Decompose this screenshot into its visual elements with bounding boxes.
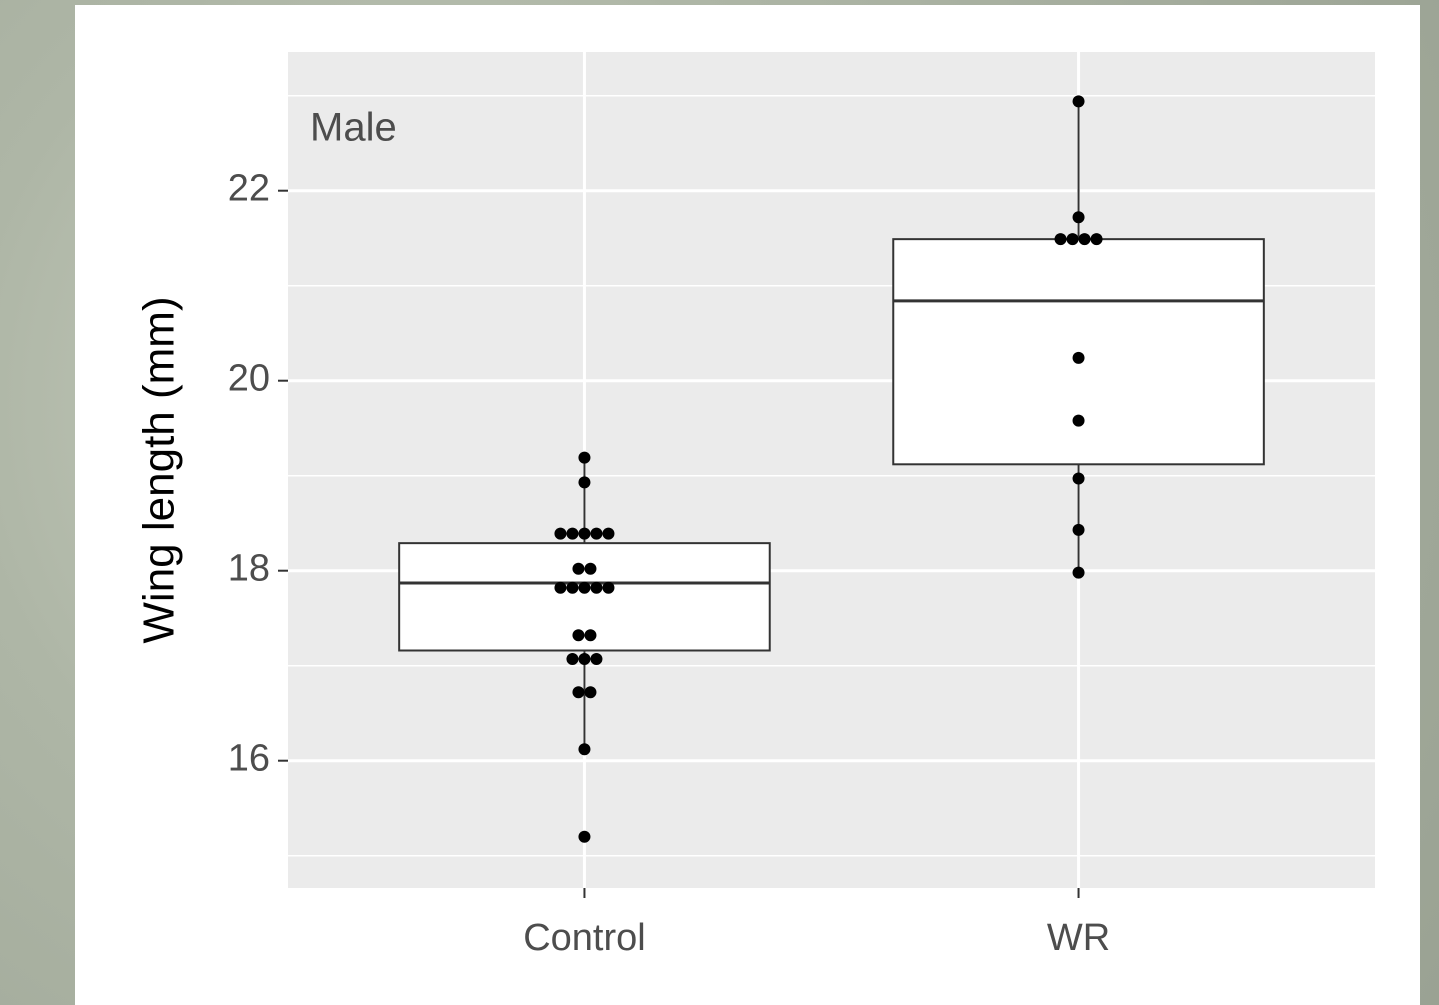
point xyxy=(1090,233,1103,246)
x-tick-label: WR xyxy=(1047,917,1110,959)
point xyxy=(566,653,579,666)
point xyxy=(578,830,591,843)
y-axis-title: Wing length (mm) xyxy=(135,296,184,643)
point xyxy=(590,527,603,540)
point xyxy=(1072,211,1085,224)
point xyxy=(572,686,585,699)
point xyxy=(1072,472,1085,485)
point xyxy=(566,527,579,540)
x-tick-label: Control xyxy=(523,917,646,959)
point xyxy=(566,581,579,594)
point xyxy=(590,653,603,666)
panel xyxy=(288,52,1375,888)
point xyxy=(1072,414,1085,427)
point xyxy=(584,629,597,642)
point xyxy=(578,653,591,666)
point xyxy=(578,581,591,594)
point xyxy=(578,451,591,464)
point xyxy=(554,581,567,594)
box xyxy=(398,542,771,652)
point xyxy=(578,743,591,756)
y-tick-label: 16 xyxy=(228,738,270,780)
annotation: Male xyxy=(310,106,397,150)
point xyxy=(572,629,585,642)
box xyxy=(892,238,1265,466)
point xyxy=(1072,351,1085,364)
point xyxy=(602,527,615,540)
point xyxy=(578,476,591,489)
y-tick-label: 20 xyxy=(228,358,270,400)
point xyxy=(602,581,615,594)
point xyxy=(590,581,603,594)
point xyxy=(1072,523,1085,536)
point xyxy=(578,527,591,540)
point xyxy=(554,527,567,540)
y-tick-label: 18 xyxy=(228,548,270,590)
point xyxy=(1072,95,1085,108)
point xyxy=(584,562,597,575)
point xyxy=(1066,233,1079,246)
point xyxy=(1072,566,1085,579)
point xyxy=(584,686,597,699)
point xyxy=(1054,233,1067,246)
point xyxy=(1078,233,1091,246)
y-tick-label: 22 xyxy=(228,168,270,210)
point xyxy=(572,562,585,575)
